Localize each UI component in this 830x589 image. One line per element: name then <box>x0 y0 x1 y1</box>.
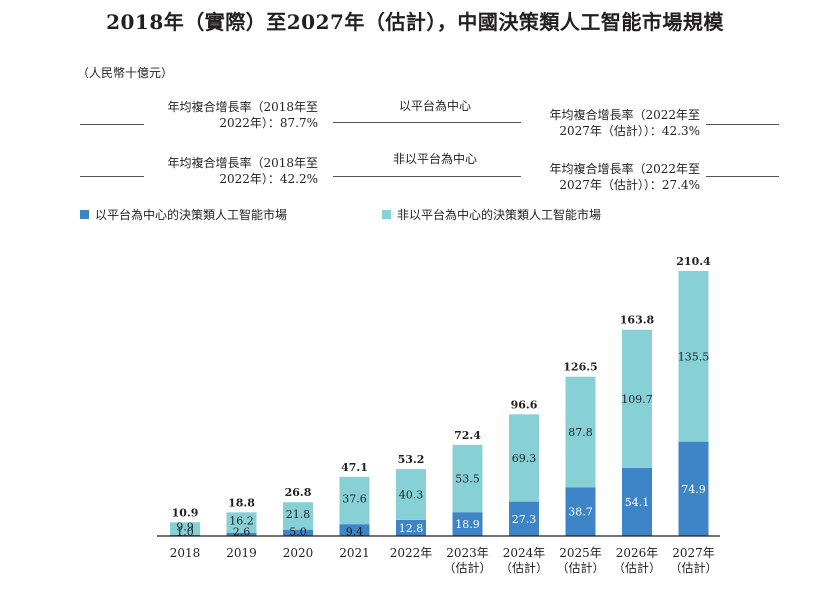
x-tick-label-5-sub: （估計） <box>443 560 491 575</box>
bar-platform-9 <box>678 441 709 536</box>
bar-non-platform-9 <box>678 271 709 442</box>
x-tick-label-1: 2019 <box>226 546 257 560</box>
bar-non-platform-5 <box>452 444 483 513</box>
bar-non-platform-2 <box>283 502 313 530</box>
legend-item-platform: 以平台為中心的決策類人工智能市場 <box>80 206 287 223</box>
bar-non-platform-3 <box>339 476 370 525</box>
cagr-line: 年均複合增長率（2018年至 <box>167 156 318 170</box>
total-label-6: 96.6 <box>511 398 538 411</box>
data-label-non-platform-3: 37.6 <box>342 492 367 505</box>
x-tick-label-6: 2024年 <box>503 546 546 560</box>
bar-platform-8 <box>622 467 652 536</box>
divider-line <box>706 176 779 177</box>
x-tick-label-7: 2025年 <box>559 546 602 560</box>
bar-non-platform-1 <box>226 512 257 533</box>
data-label-platform-2: 5.0 <box>289 526 307 539</box>
bar-platform-6 <box>509 501 539 536</box>
bar-non-platform-4 <box>396 469 426 520</box>
data-label-platform-6: 27.3 <box>512 513 537 526</box>
divider-line <box>80 124 144 125</box>
divider-line <box>333 122 521 123</box>
bar-non-platform-6 <box>509 414 539 502</box>
data-label-non-platform-6: 69.3 <box>512 452 537 465</box>
cagr-platform-2018-2022: 年均複合增長率（2018年至 2022年）：87.7% <box>80 99 318 131</box>
non-platform-group-label: 非以平台為中心 <box>392 152 477 166</box>
bar-platform-1 <box>226 532 257 536</box>
data-label-non-platform-2: 21.8 <box>286 508 311 521</box>
unit-label: （人民幣十億元） <box>77 66 174 80</box>
x-tick-label-8: 2026年 <box>616 546 659 560</box>
data-label-non-platform-1: 16.2 <box>229 515 254 528</box>
legend-swatch-platform <box>80 210 89 219</box>
data-label-non-platform-4: 40.3 <box>399 488 424 501</box>
data-label-non-platform-5: 53.5 <box>455 473 480 486</box>
bar-platform-0 <box>170 534 200 536</box>
x-tick-label-3: 2021 <box>339 546 370 560</box>
total-label-8: 163.8 <box>620 314 655 327</box>
data-label-platform-7: 38.7 <box>568 506 593 519</box>
data-label-non-platform-7: 87.8 <box>568 426 593 439</box>
total-label-2: 26.8 <box>285 486 312 499</box>
total-label-3: 47.1 <box>341 461 368 474</box>
divider-line <box>333 176 521 177</box>
bar-non-platform-7 <box>565 376 596 488</box>
legend-label-platform: 以平台為中心的決策類人工智能市場 <box>95 208 288 222</box>
bar-non-platform-8 <box>622 329 652 468</box>
cagr-non-platform-2022-2027: 年均複合增長率（2022年至 2027年（估計））：27.4% <box>505 161 700 193</box>
bar-platform-7 <box>565 487 596 536</box>
data-label-platform-8: 54.1 <box>625 496 650 509</box>
data-label-platform-9: 74.9 <box>681 483 706 496</box>
bar-platform-5 <box>452 512 483 536</box>
total-label-0: 10.9 <box>172 506 199 519</box>
cagr-line: 年均複合增長率（2022年至 <box>549 162 700 176</box>
x-tick-label-2: 2020 <box>283 546 314 560</box>
chart-title: 2018年（實際）至2027年（估計），中國決策類人工智能市場規模 <box>106 10 724 34</box>
cagr-line: 年均複合增長率（2018年至 <box>167 100 318 114</box>
x-tick-label-9: 2027年 <box>672 546 715 560</box>
bar-platform-3 <box>339 524 370 536</box>
data-label-platform-0: 1.0 <box>176 526 194 539</box>
legend-swatch-non-platform <box>382 210 391 219</box>
total-label-4: 53.2 <box>398 453 425 466</box>
x-tick-label-6-sub: （估計） <box>500 560 548 575</box>
total-label-9: 210.4 <box>676 255 711 268</box>
data-label-platform-5: 18.9 <box>455 518 480 531</box>
x-tick-label-4: 2022年 <box>390 546 433 560</box>
divider-line <box>706 124 779 125</box>
legend-item-non-platform: 非以平台為中心的決策類人工智能市場 <box>382 206 601 223</box>
total-label-5: 72.4 <box>454 429 481 442</box>
cagr-line: 2027年（估計））：42.3% <box>559 124 700 138</box>
data-label-platform-1: 2.6 <box>233 526 251 539</box>
total-label-7: 126.5 <box>563 361 597 374</box>
data-label-non-platform-9: 135.5 <box>678 350 710 363</box>
cagr-non-platform-2018-2022: 年均複合增長率（2018年至 2022年）：42.2% <box>80 155 318 187</box>
data-label-non-platform-8: 109.7 <box>621 393 653 406</box>
x-tick-label-5: 2023年 <box>446 546 489 560</box>
divider-line <box>80 176 144 177</box>
bar-non-platform-0 <box>170 522 200 535</box>
total-label-1: 18.8 <box>228 496 255 509</box>
bar-platform-2 <box>283 529 313 536</box>
data-label-platform-3: 9.4 <box>346 526 364 539</box>
x-tick-label-7-sub: （估計） <box>556 560 604 575</box>
platform-group-label: 以平台為中心 <box>398 99 471 113</box>
x-tick-label-0: 2018 <box>170 546 201 560</box>
x-tick-label-8-sub: （估計） <box>613 560 661 575</box>
cagr-line: 年均複合增長率（2022年至 <box>549 108 700 122</box>
cagr-line: 2022年）：42.2% <box>219 172 318 186</box>
data-label-platform-4: 12.8 <box>399 522 424 535</box>
cagr-line: 2022年）：87.7% <box>219 116 318 130</box>
data-label-non-platform-0: 9.9 <box>176 521 194 534</box>
cagr-platform-2022-2027: 年均複合增長率（2022年至 2027年（估計））：42.3% <box>505 107 700 139</box>
x-tick-label-9-sub: （估計） <box>669 560 717 575</box>
legend-label-non-platform: 非以平台為中心的決策類人工智能市場 <box>397 208 602 222</box>
cagr-line: 2027年（估計））：27.4% <box>559 178 700 192</box>
bar-platform-4 <box>396 519 426 536</box>
